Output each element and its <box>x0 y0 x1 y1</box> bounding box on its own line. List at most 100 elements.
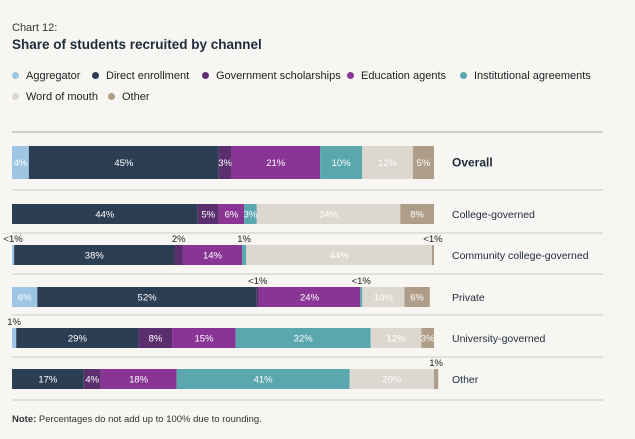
data-label: 24% <box>300 293 320 304</box>
footnote-text: Percentages do not add up to 100% due to… <box>38 414 262 425</box>
legend-swatch <box>347 72 354 79</box>
data-label: 6% <box>18 293 32 304</box>
bar-segment-word-of-mouth <box>362 146 413 179</box>
data-label: 14% <box>203 251 223 262</box>
data-label: 29% <box>68 334 88 345</box>
data-label: 1% <box>429 358 443 369</box>
data-label: <1% <box>352 276 372 287</box>
data-label: 45% <box>114 158 134 169</box>
bar-segment-other <box>404 287 430 307</box>
bar-segment-word-of-mouth <box>349 369 434 389</box>
data-label: 21% <box>266 158 286 169</box>
legend-label: Education agents <box>361 70 447 82</box>
bar-segment-government-scholarships <box>138 328 173 348</box>
data-label: 6% <box>410 293 424 304</box>
bar-segment-direct-enrollment <box>37 287 257 307</box>
legend-item-direct-enrollment: Direct enrollment <box>92 70 189 82</box>
data-label: 6% <box>225 210 239 221</box>
data-label: 10% <box>374 293 394 304</box>
legend-swatch <box>12 72 19 79</box>
bar-segment-government-scholarships <box>256 287 259 307</box>
data-label: <1% <box>248 276 268 287</box>
bar-segment-government-scholarships <box>218 146 232 179</box>
bar-segment-institutional-agreements <box>360 287 363 307</box>
data-label: 17% <box>38 375 58 386</box>
data-label: 41% <box>254 375 274 386</box>
bar-segment-direct-enrollment <box>12 369 84 389</box>
data-label: 1% <box>237 234 251 245</box>
bar-segment-direct-enrollment <box>28 146 219 179</box>
chart-title: Share of students recruited by channel <box>12 37 262 52</box>
bar-segment-direct-enrollment <box>14 245 175 265</box>
bar-segment-government-scholarships <box>174 245 183 265</box>
bar-segment-government-scholarships <box>197 204 219 224</box>
data-label: 1% <box>7 317 21 328</box>
legend-swatch <box>202 72 209 79</box>
category-label-private: Private <box>452 292 485 304</box>
bar-segment-aggregator <box>12 287 38 307</box>
bar-segment-institutional-agreements <box>241 245 247 265</box>
category-label-university-governed: University-governed <box>452 333 546 345</box>
data-label: 2% <box>172 234 186 245</box>
legend-item-education-agents: Education agents <box>347 70 446 82</box>
legend-item-government-scholarships: Government scholarships <box>202 70 341 82</box>
bar-segment-word-of-mouth <box>246 245 432 265</box>
bar-segment-institutional-agreements <box>235 328 371 348</box>
legend-swatch <box>12 93 19 100</box>
data-label: 5% <box>201 210 215 221</box>
data-label: 44% <box>95 210 115 221</box>
bar-segment-other <box>434 369 439 389</box>
bar-segment-education-agents <box>258 287 361 307</box>
bar-segment-other <box>431 245 434 265</box>
legend-item-other: Other <box>108 91 150 103</box>
data-label: 20% <box>382 375 402 386</box>
data-label: 44% <box>330 251 350 262</box>
bar-segment-institutional-agreements <box>320 146 363 179</box>
data-label: 38% <box>85 251 105 262</box>
legend-swatch <box>92 72 99 79</box>
bar-segment-word-of-mouth <box>370 328 422 348</box>
legend-label: Institutional agreements <box>474 70 591 82</box>
footnote-prefix: Note: <box>12 414 37 425</box>
data-label: 3% <box>421 334 435 345</box>
data-label: 34% <box>319 210 339 221</box>
data-label: 8% <box>410 210 424 221</box>
bar-segment-other <box>400 204 434 224</box>
legend-label: Government scholarships <box>216 70 341 82</box>
legend-label: Direct enrollment <box>106 70 190 82</box>
legend-item-word-of-mouth: Word of mouth <box>12 91 98 103</box>
bar-segment-education-agents <box>100 369 177 389</box>
data-label: 8% <box>149 334 163 345</box>
bar-segment-education-agents <box>231 146 321 179</box>
category-label-other: Other <box>452 374 479 386</box>
bar-segment-word-of-mouth <box>362 287 405 307</box>
data-label: 4% <box>85 375 99 386</box>
bar-segment-government-scholarships <box>83 369 101 389</box>
category-label-college-governed: College-governed <box>452 209 535 221</box>
data-label: 5% <box>417 158 431 169</box>
data-label: 4% <box>14 158 28 169</box>
category-label-community-college-governed: Community college-governed <box>452 250 589 262</box>
data-label: 3% <box>244 210 258 221</box>
bar-segment-education-agents <box>182 245 242 265</box>
data-label: 18% <box>129 375 149 386</box>
bar-segment-institutional-agreements <box>176 369 350 389</box>
bar-segment-aggregator <box>12 328 17 348</box>
bar-segment-institutional-agreements <box>244 204 257 224</box>
bar-segment-direct-enrollment <box>16 328 139 348</box>
legend-label: Other <box>122 91 150 103</box>
legend-label: Aggregator <box>26 70 81 82</box>
bar-segment-education-agents <box>172 328 236 348</box>
data-label: 10% <box>332 158 352 169</box>
data-label: 52% <box>138 293 158 304</box>
legend-swatch <box>108 93 115 100</box>
legend-label: Word of mouth <box>26 91 98 103</box>
category-label-overall: Overall <box>452 156 493 170</box>
data-label: <1% <box>3 234 23 245</box>
legend-item-aggregator: Aggregator <box>12 70 80 82</box>
legend-item-institutional-agreements: Institutional agreements <box>460 70 591 82</box>
data-label: 12% <box>387 334 407 345</box>
bar-segment-education-agents <box>218 204 245 224</box>
data-label: <1% <box>423 234 443 245</box>
bar-segment-other <box>412 146 434 179</box>
